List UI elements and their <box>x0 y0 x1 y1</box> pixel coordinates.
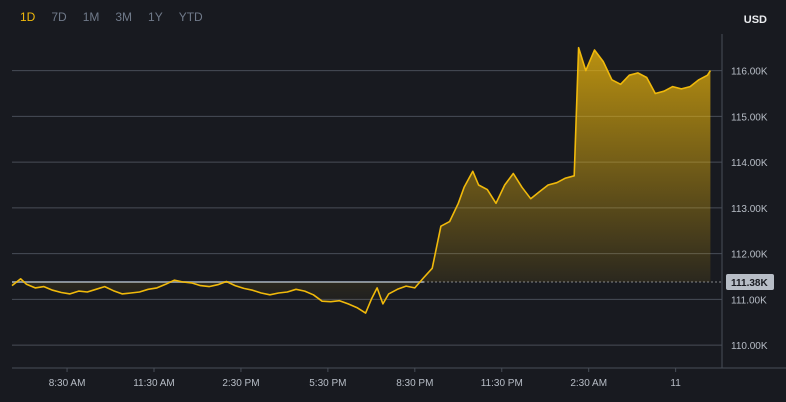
x-tick-label: 11:30 PM <box>481 378 523 389</box>
range-tab-3m[interactable]: 3M <box>115 10 133 24</box>
y-tick-label: 113.00K <box>731 204 768 215</box>
range-tab-1d[interactable]: 1D <box>20 10 36 24</box>
range-tab-ytd[interactable]: YTD <box>178 10 203 24</box>
y-tick-label: 111.00K <box>731 295 767 306</box>
range-tab-1m[interactable]: 1M <box>82 10 100 24</box>
price-area-fill <box>12 47 711 314</box>
y-tick-label: 110.00K <box>731 341 768 352</box>
x-tick-label: 2:30 PM <box>222 378 259 389</box>
current-price-label: 111.38K <box>731 278 768 289</box>
currency-label: USD <box>743 14 767 26</box>
current-price-marker: 111.38K <box>423 273 774 290</box>
x-tick-label: 8:30 PM <box>396 378 433 389</box>
price-line <box>11 46 712 314</box>
x-tick-label: 2:30 AM <box>570 378 607 389</box>
axes: 110.00K 111.00K 112.00K 113.00K 114.00K 115.0… <box>12 34 786 389</box>
range-tab-1y[interactable]: 1Y <box>148 10 163 24</box>
range-tab-7d[interactable]: 7D <box>51 10 67 24</box>
x-tick-label: 5:30 PM <box>309 378 346 389</box>
x-tick-label: 8:30 AM <box>49 378 86 389</box>
y-tick-label: 112.00K <box>731 250 768 261</box>
x-tick-label: 11:30 AM <box>133 378 175 389</box>
y-tick-label: 114.00K <box>731 158 768 169</box>
x-tick-label: 11 <box>670 378 681 389</box>
y-tick-label: 116.00K <box>731 67 768 78</box>
price-area <box>11 46 712 314</box>
y-tick-label: 115.00K <box>731 112 768 123</box>
current-price-tag <box>726 273 774 290</box>
time-range-tabs: 1D 7D 1M 3M 1Y YTD <box>12 8 211 26</box>
